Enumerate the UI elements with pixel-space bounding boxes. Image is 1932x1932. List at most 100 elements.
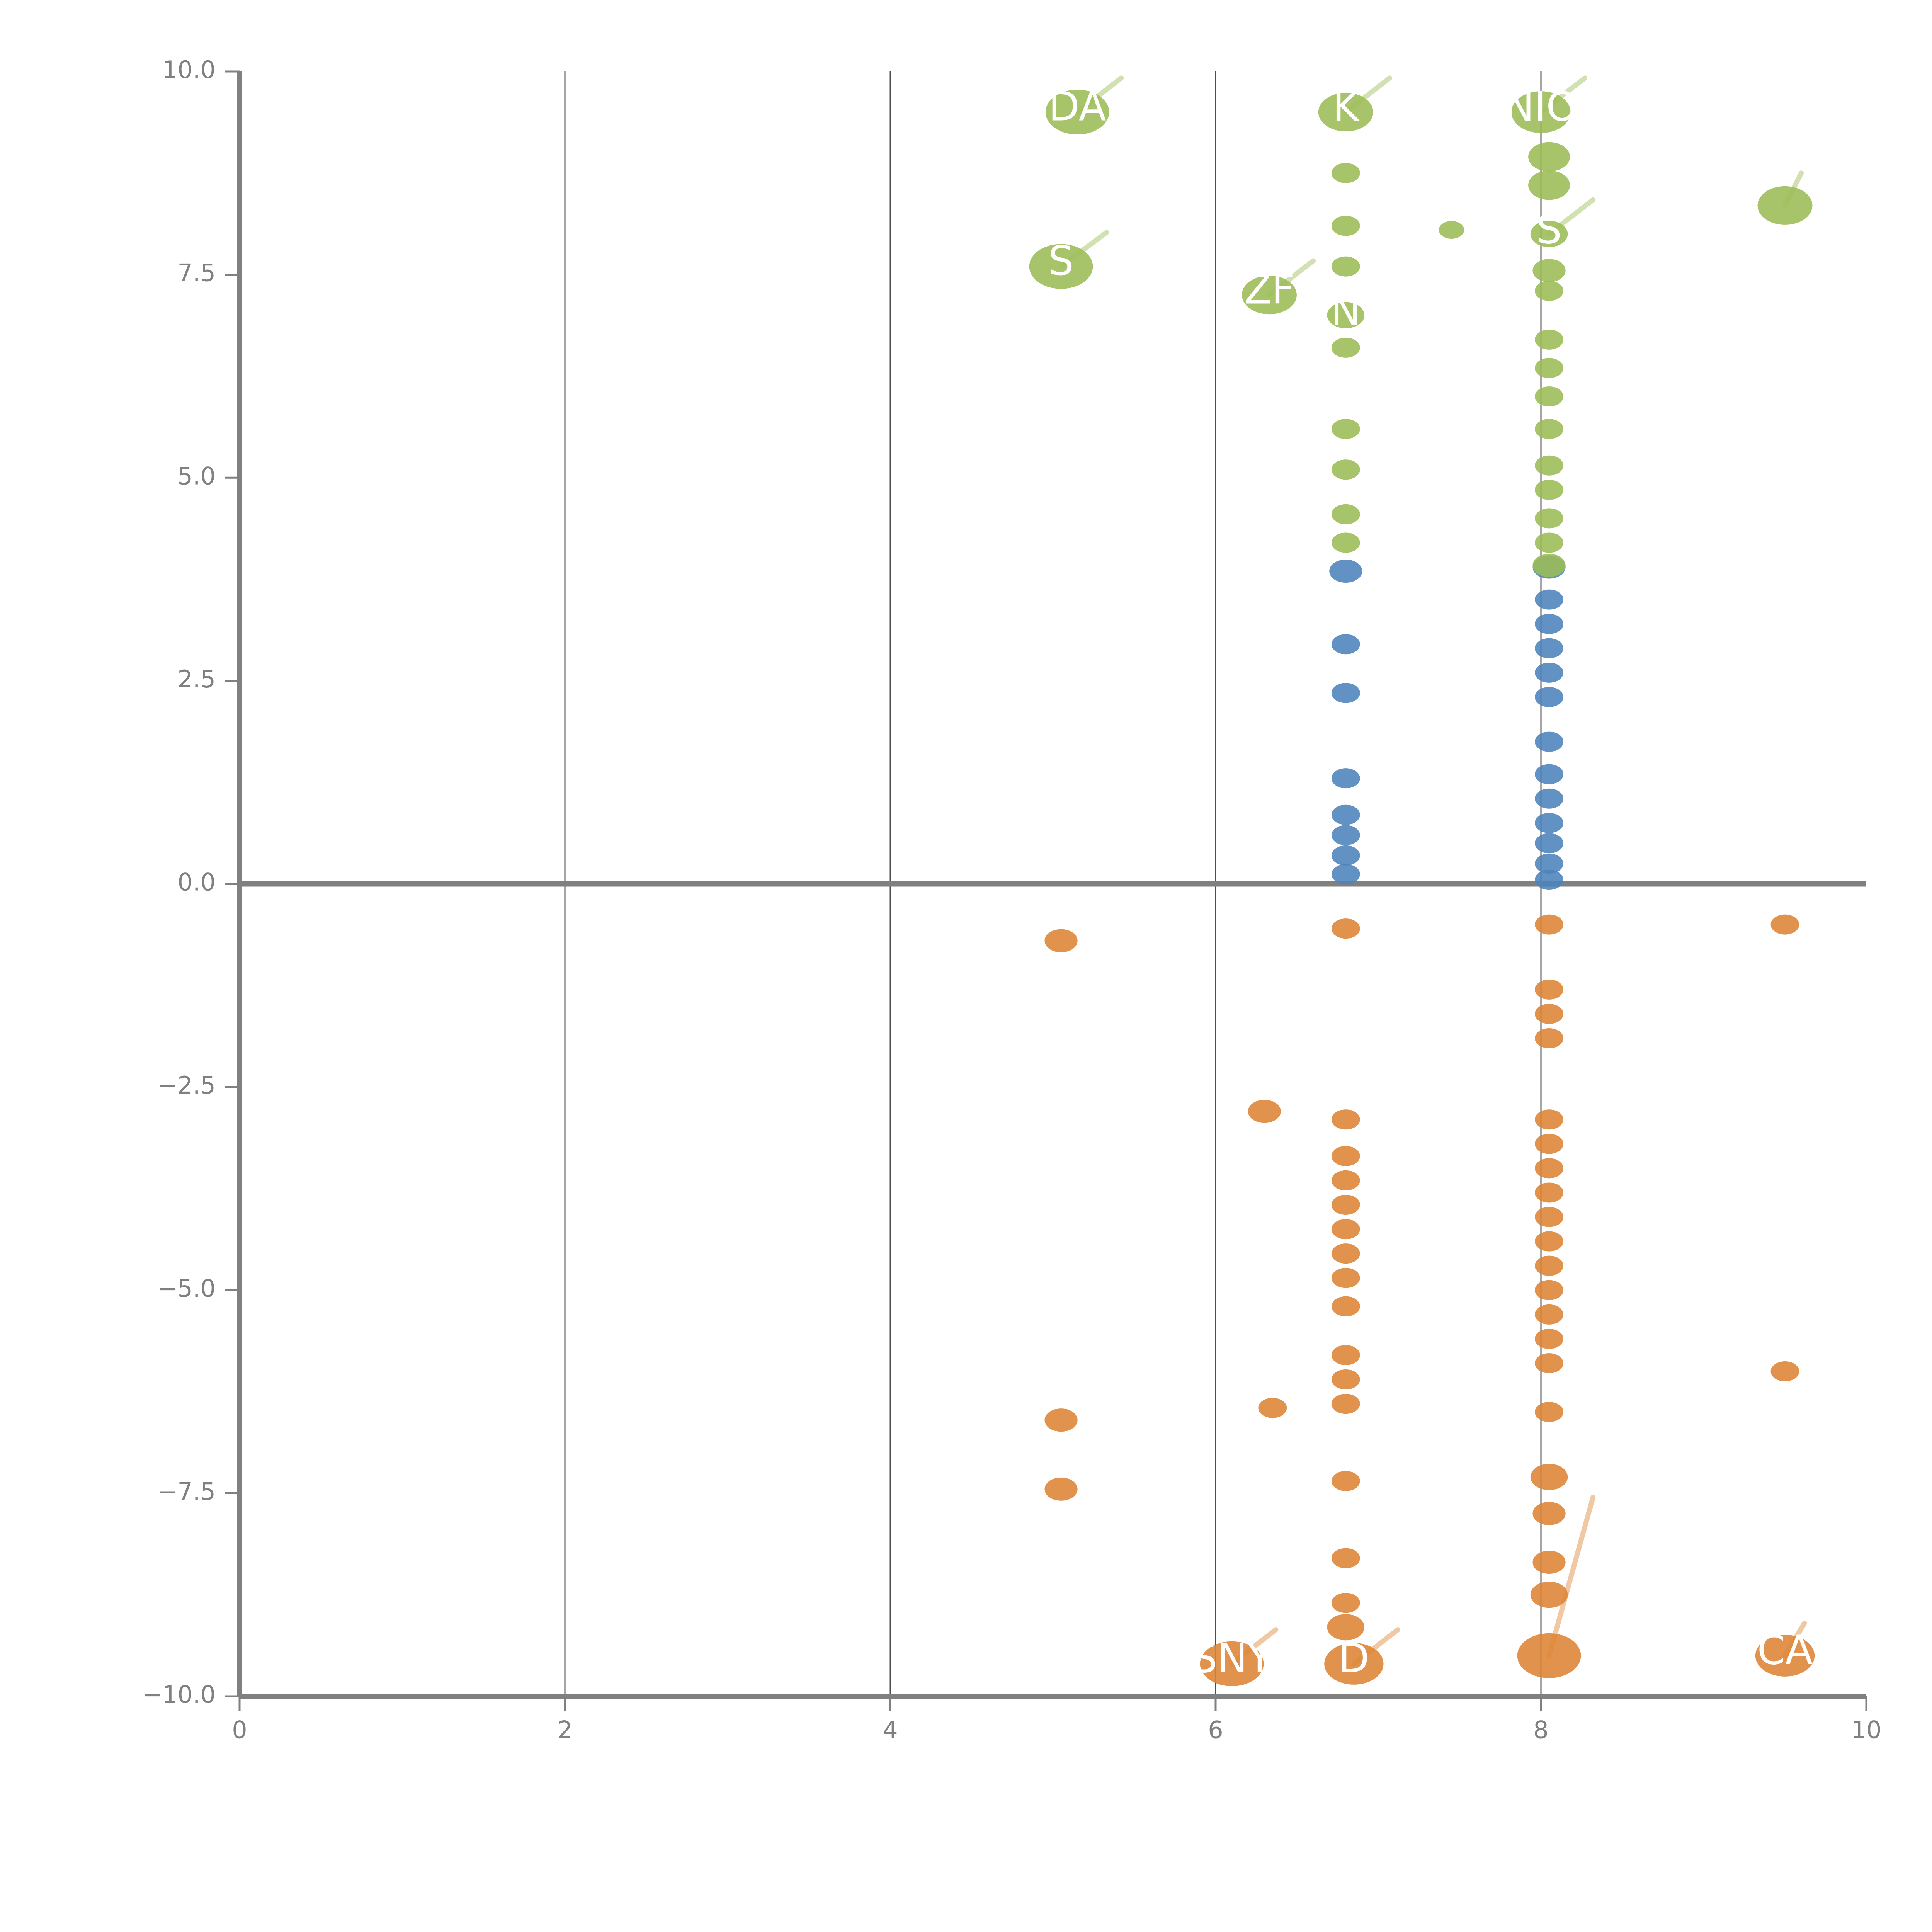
scatter-point[interactable]	[1331, 1109, 1360, 1130]
scatter-point[interactable]	[1532, 1502, 1566, 1525]
scatter-point[interactable]	[1331, 532, 1360, 553]
scatter-point[interactable]	[1535, 1231, 1563, 1252]
scatter-point[interactable]	[1535, 1028, 1563, 1048]
annotation-leader-lines	[1058, 75, 1807, 1667]
scatter-point[interactable]	[1535, 1134, 1563, 1154]
scatter-point[interactable]	[1327, 302, 1365, 328]
scatter-point[interactable]	[1530, 1464, 1568, 1490]
scatter-point[interactable]	[1535, 1255, 1563, 1276]
scatter-point[interactable]	[1535, 589, 1563, 610]
scatter-point[interactable]	[1528, 142, 1570, 172]
scatter-point[interactable]	[1331, 1194, 1360, 1215]
scatter-point[interactable]	[1258, 1398, 1287, 1418]
scatter-point[interactable]	[1535, 1402, 1563, 1422]
scatter-point[interactable]	[1535, 532, 1563, 553]
scatter-point[interactable]	[1535, 1003, 1563, 1024]
scatter-point[interactable]	[1044, 1477, 1078, 1501]
scatter-point[interactable]	[1535, 662, 1563, 683]
scatter-point[interactable]	[1331, 845, 1360, 866]
scatter-point[interactable]	[1535, 1353, 1563, 1373]
scatter-point[interactable]	[1535, 480, 1563, 500]
scatter-point[interactable]	[1331, 1471, 1360, 1491]
scatter-point[interactable]	[1044, 1408, 1078, 1432]
scatter-point[interactable]	[1200, 1641, 1264, 1686]
scatter-point[interactable]	[1044, 929, 1078, 952]
scatter-point[interactable]	[1532, 1551, 1566, 1574]
scatter-point[interactable]	[1535, 386, 1563, 406]
scatter-point[interactable]	[1528, 170, 1570, 200]
scatter-point[interactable]	[1331, 1369, 1360, 1390]
scatter-point[interactable]	[1535, 731, 1563, 752]
scatter-point[interactable]	[1318, 93, 1373, 132]
scatter-point[interactable]	[1755, 1634, 1815, 1677]
scatter-point[interactable]	[1331, 1593, 1360, 1613]
scatter-point[interactable]	[1331, 825, 1360, 845]
scatter-point[interactable]	[1331, 804, 1360, 825]
scatter-point[interactable]	[1331, 1146, 1360, 1166]
scatter-point[interactable]	[1324, 1643, 1384, 1685]
scatter-point[interactable]	[1535, 419, 1563, 439]
scatter-point[interactable]	[1331, 419, 1360, 439]
scatter-point[interactable]	[1535, 833, 1563, 854]
scatter-point[interactable]	[1535, 358, 1563, 378]
scatter-point[interactable]	[1535, 979, 1563, 1000]
data-points[interactable]	[1029, 90, 1815, 1686]
scatter-point[interactable]	[1535, 764, 1563, 784]
scatter-point[interactable]	[1439, 221, 1464, 239]
scatter-point[interactable]	[1242, 276, 1297, 315]
scatter-point[interactable]	[1532, 554, 1566, 577]
scatter-point[interactable]	[1511, 91, 1571, 133]
scatter-point[interactable]	[1331, 1243, 1360, 1264]
scatter-point[interactable]	[1770, 914, 1799, 935]
scatter-point[interactable]	[1517, 1633, 1581, 1678]
scatter-point[interactable]	[1327, 1614, 1365, 1641]
scatter-point[interactable]	[1331, 256, 1360, 277]
scatter-point[interactable]	[1535, 638, 1563, 658]
scatter-point[interactable]	[1331, 1268, 1360, 1288]
scatter-point[interactable]	[1331, 768, 1360, 789]
scatter-point[interactable]	[1029, 244, 1093, 289]
scatter-point[interactable]	[1535, 455, 1563, 476]
scatter-point[interactable]	[1331, 1219, 1360, 1240]
scatter-point[interactable]	[1535, 853, 1563, 874]
scatter-point[interactable]	[1331, 1170, 1360, 1190]
scatter-point[interactable]	[1331, 634, 1360, 655]
scatter-point[interactable]	[1535, 1328, 1563, 1349]
scatter-point[interactable]	[1770, 1361, 1799, 1381]
scatter-point[interactable]	[1331, 683, 1360, 703]
scatter-point[interactable]	[1331, 216, 1360, 236]
scatter-point[interactable]	[1535, 1109, 1563, 1130]
scatter-point[interactable]	[1535, 1207, 1563, 1227]
scatter-point[interactable]	[1535, 281, 1563, 301]
scatter-point[interactable]	[1535, 914, 1563, 935]
scatter-point[interactable]	[1331, 1548, 1360, 1568]
scatter-point[interactable]	[1331, 337, 1360, 358]
scatter-point[interactable]	[1331, 1345, 1360, 1365]
scatter-point[interactable]	[1329, 560, 1362, 583]
scatter-point[interactable]	[1535, 1158, 1563, 1179]
scatter-point[interactable]	[1331, 864, 1360, 884]
scatter-point[interactable]	[1530, 1582, 1568, 1608]
scatter-point[interactable]	[1331, 459, 1360, 480]
scatter-point[interactable]	[1331, 918, 1360, 939]
scatter-point[interactable]	[1535, 1182, 1563, 1203]
scatter-point[interactable]	[1535, 1280, 1563, 1300]
scatter-point[interactable]	[1331, 1296, 1360, 1316]
scatter-point[interactable]	[1535, 687, 1563, 707]
scatter-point[interactable]	[1331, 504, 1360, 524]
scatter-point[interactable]	[1535, 813, 1563, 833]
scatter-point[interactable]	[1535, 329, 1563, 350]
scatter-point[interactable]	[1535, 1304, 1563, 1325]
scatter-point[interactable]	[1530, 221, 1568, 247]
scatter-point[interactable]	[1331, 1394, 1360, 1414]
scatter-point[interactable]	[1535, 869, 1563, 890]
scatter-point[interactable]	[1535, 508, 1563, 529]
scatter-point[interactable]	[1535, 614, 1563, 634]
scatter-point[interactable]	[1248, 1100, 1281, 1123]
scatter-point[interactable]	[1045, 90, 1109, 135]
scatter-point[interactable]	[1535, 788, 1563, 809]
scatter-point[interactable]	[1331, 163, 1360, 183]
scatter-point[interactable]	[1757, 186, 1813, 225]
scatter-point[interactable]	[1532, 259, 1566, 282]
